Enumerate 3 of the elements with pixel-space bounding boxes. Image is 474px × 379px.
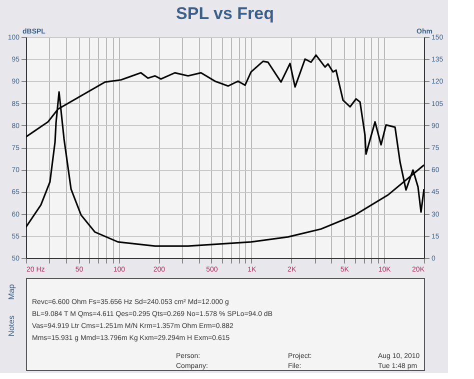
chart-title: SPL vs Freq: [176, 4, 274, 23]
text: Map: [7, 284, 16, 300]
text: Notes: [7, 316, 16, 336]
